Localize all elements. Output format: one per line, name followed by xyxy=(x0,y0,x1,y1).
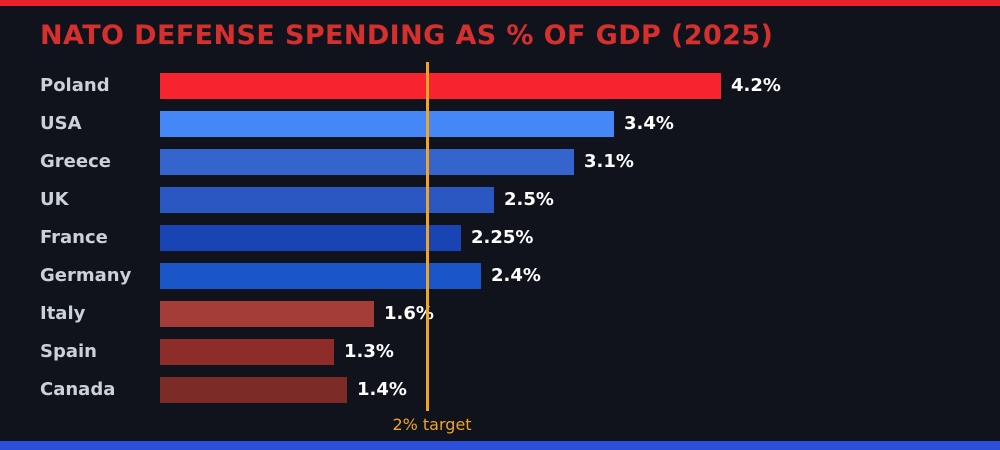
bar-row-poland: Poland 4.2% xyxy=(0,73,1000,99)
bar-greece xyxy=(160,149,574,175)
value-label-spain: 1.3% xyxy=(344,341,394,362)
bar-row-france: France 2.25% xyxy=(0,225,1000,251)
value-label-poland: 4.2% xyxy=(731,75,781,96)
bar-poland xyxy=(160,73,721,99)
category-label-italy: Italy xyxy=(40,303,86,324)
bar-germany xyxy=(160,263,481,289)
category-label-france: France xyxy=(40,227,108,248)
bar-usa xyxy=(160,111,614,137)
value-label-canada: 1.4% xyxy=(357,379,407,400)
value-label-usa: 3.4% xyxy=(624,113,674,134)
category-label-canada: Canada xyxy=(40,379,116,400)
bar-italy xyxy=(160,301,374,327)
bar-row-spain: Spain 1.3% xyxy=(0,339,1000,365)
target-line-label: 2% target xyxy=(392,415,472,434)
category-label-greece: Greece xyxy=(40,151,111,172)
bar-spain xyxy=(160,339,334,365)
bar-row-germany: Germany 2.4% xyxy=(0,263,1000,289)
category-label-uk: UK xyxy=(40,189,69,210)
category-label-spain: Spain xyxy=(40,341,97,362)
top-accent-strip xyxy=(0,0,1000,6)
chart-title: NATO DEFENSE SPENDING AS % OF GDP (2025) xyxy=(40,20,774,51)
bar-row-greece: Greece 3.1% xyxy=(0,149,1000,175)
category-label-germany: Germany xyxy=(40,265,132,286)
value-label-italy: 1.6% xyxy=(384,303,434,324)
bar-row-uk: UK 2.5% xyxy=(0,187,1000,213)
bar-row-canada: Canada 1.4% xyxy=(0,377,1000,403)
category-label-usa: USA xyxy=(40,113,82,134)
bottom-accent-strip xyxy=(0,441,1000,450)
bar-canada xyxy=(160,377,347,403)
value-label-germany: 2.4% xyxy=(491,265,541,286)
value-label-greece: 3.1% xyxy=(584,151,634,172)
bar-uk xyxy=(160,187,494,213)
value-label-uk: 2.5% xyxy=(504,189,554,210)
target-line xyxy=(426,62,429,411)
value-label-france: 2.25% xyxy=(471,227,534,248)
bar-france xyxy=(160,225,461,251)
category-label-poland: Poland xyxy=(40,75,110,96)
bar-row-italy: Italy 1.6% xyxy=(0,301,1000,327)
bar-row-usa: USA 3.4% xyxy=(0,111,1000,137)
